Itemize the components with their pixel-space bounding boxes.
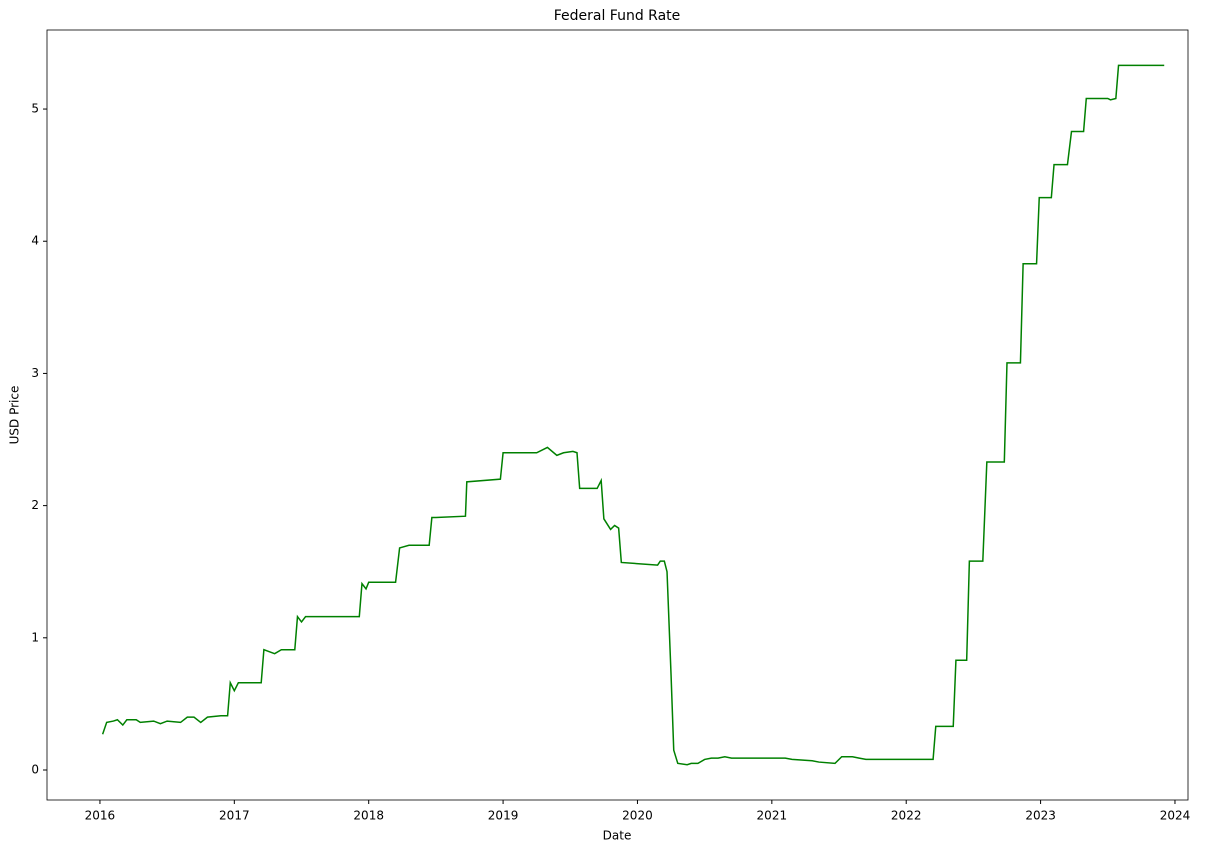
plot-frame [46,29,1189,801]
x-tick-label: 2023 [1025,809,1056,823]
y-axis-label: USD Price [8,386,22,445]
x-axis-label: Date [603,829,632,843]
x-tick-label: 2020 [622,809,653,823]
y-tick-label: 3 [31,366,39,380]
y-tick-label: 2 [31,498,39,512]
y-tick-label: 5 [31,102,39,116]
y-tick-label: 1 [31,630,39,644]
x-tick-label: 2016 [85,809,116,823]
chart-title: Federal Fund Rate [554,8,681,24]
x-tick-label: 2018 [353,809,384,823]
x-tick-label: 2017 [219,809,250,823]
x-tick-label: 2024 [1160,809,1191,823]
y-tick-label: 0 [31,762,39,776]
x-tick-label: 2022 [891,809,922,823]
x-tick-label: 2021 [757,809,788,823]
x-tick-label: 2019 [488,809,519,823]
data-line [101,64,1165,766]
y-tick-label: 4 [31,234,39,248]
